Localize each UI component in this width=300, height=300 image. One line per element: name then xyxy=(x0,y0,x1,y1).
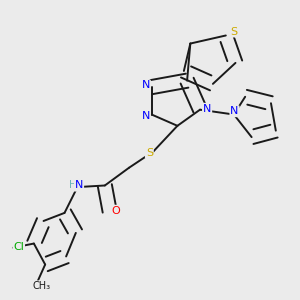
Text: N: N xyxy=(230,106,239,116)
Text: S: S xyxy=(230,27,237,37)
Text: N: N xyxy=(75,181,83,190)
Text: Cl: Cl xyxy=(13,242,24,252)
Text: H: H xyxy=(69,181,77,190)
Text: O: O xyxy=(112,206,121,216)
Text: S: S xyxy=(146,148,153,158)
Text: N: N xyxy=(203,104,211,114)
Text: N: N xyxy=(142,80,150,91)
Text: N: N xyxy=(142,111,150,121)
Text: CH₃: CH₃ xyxy=(32,281,50,291)
